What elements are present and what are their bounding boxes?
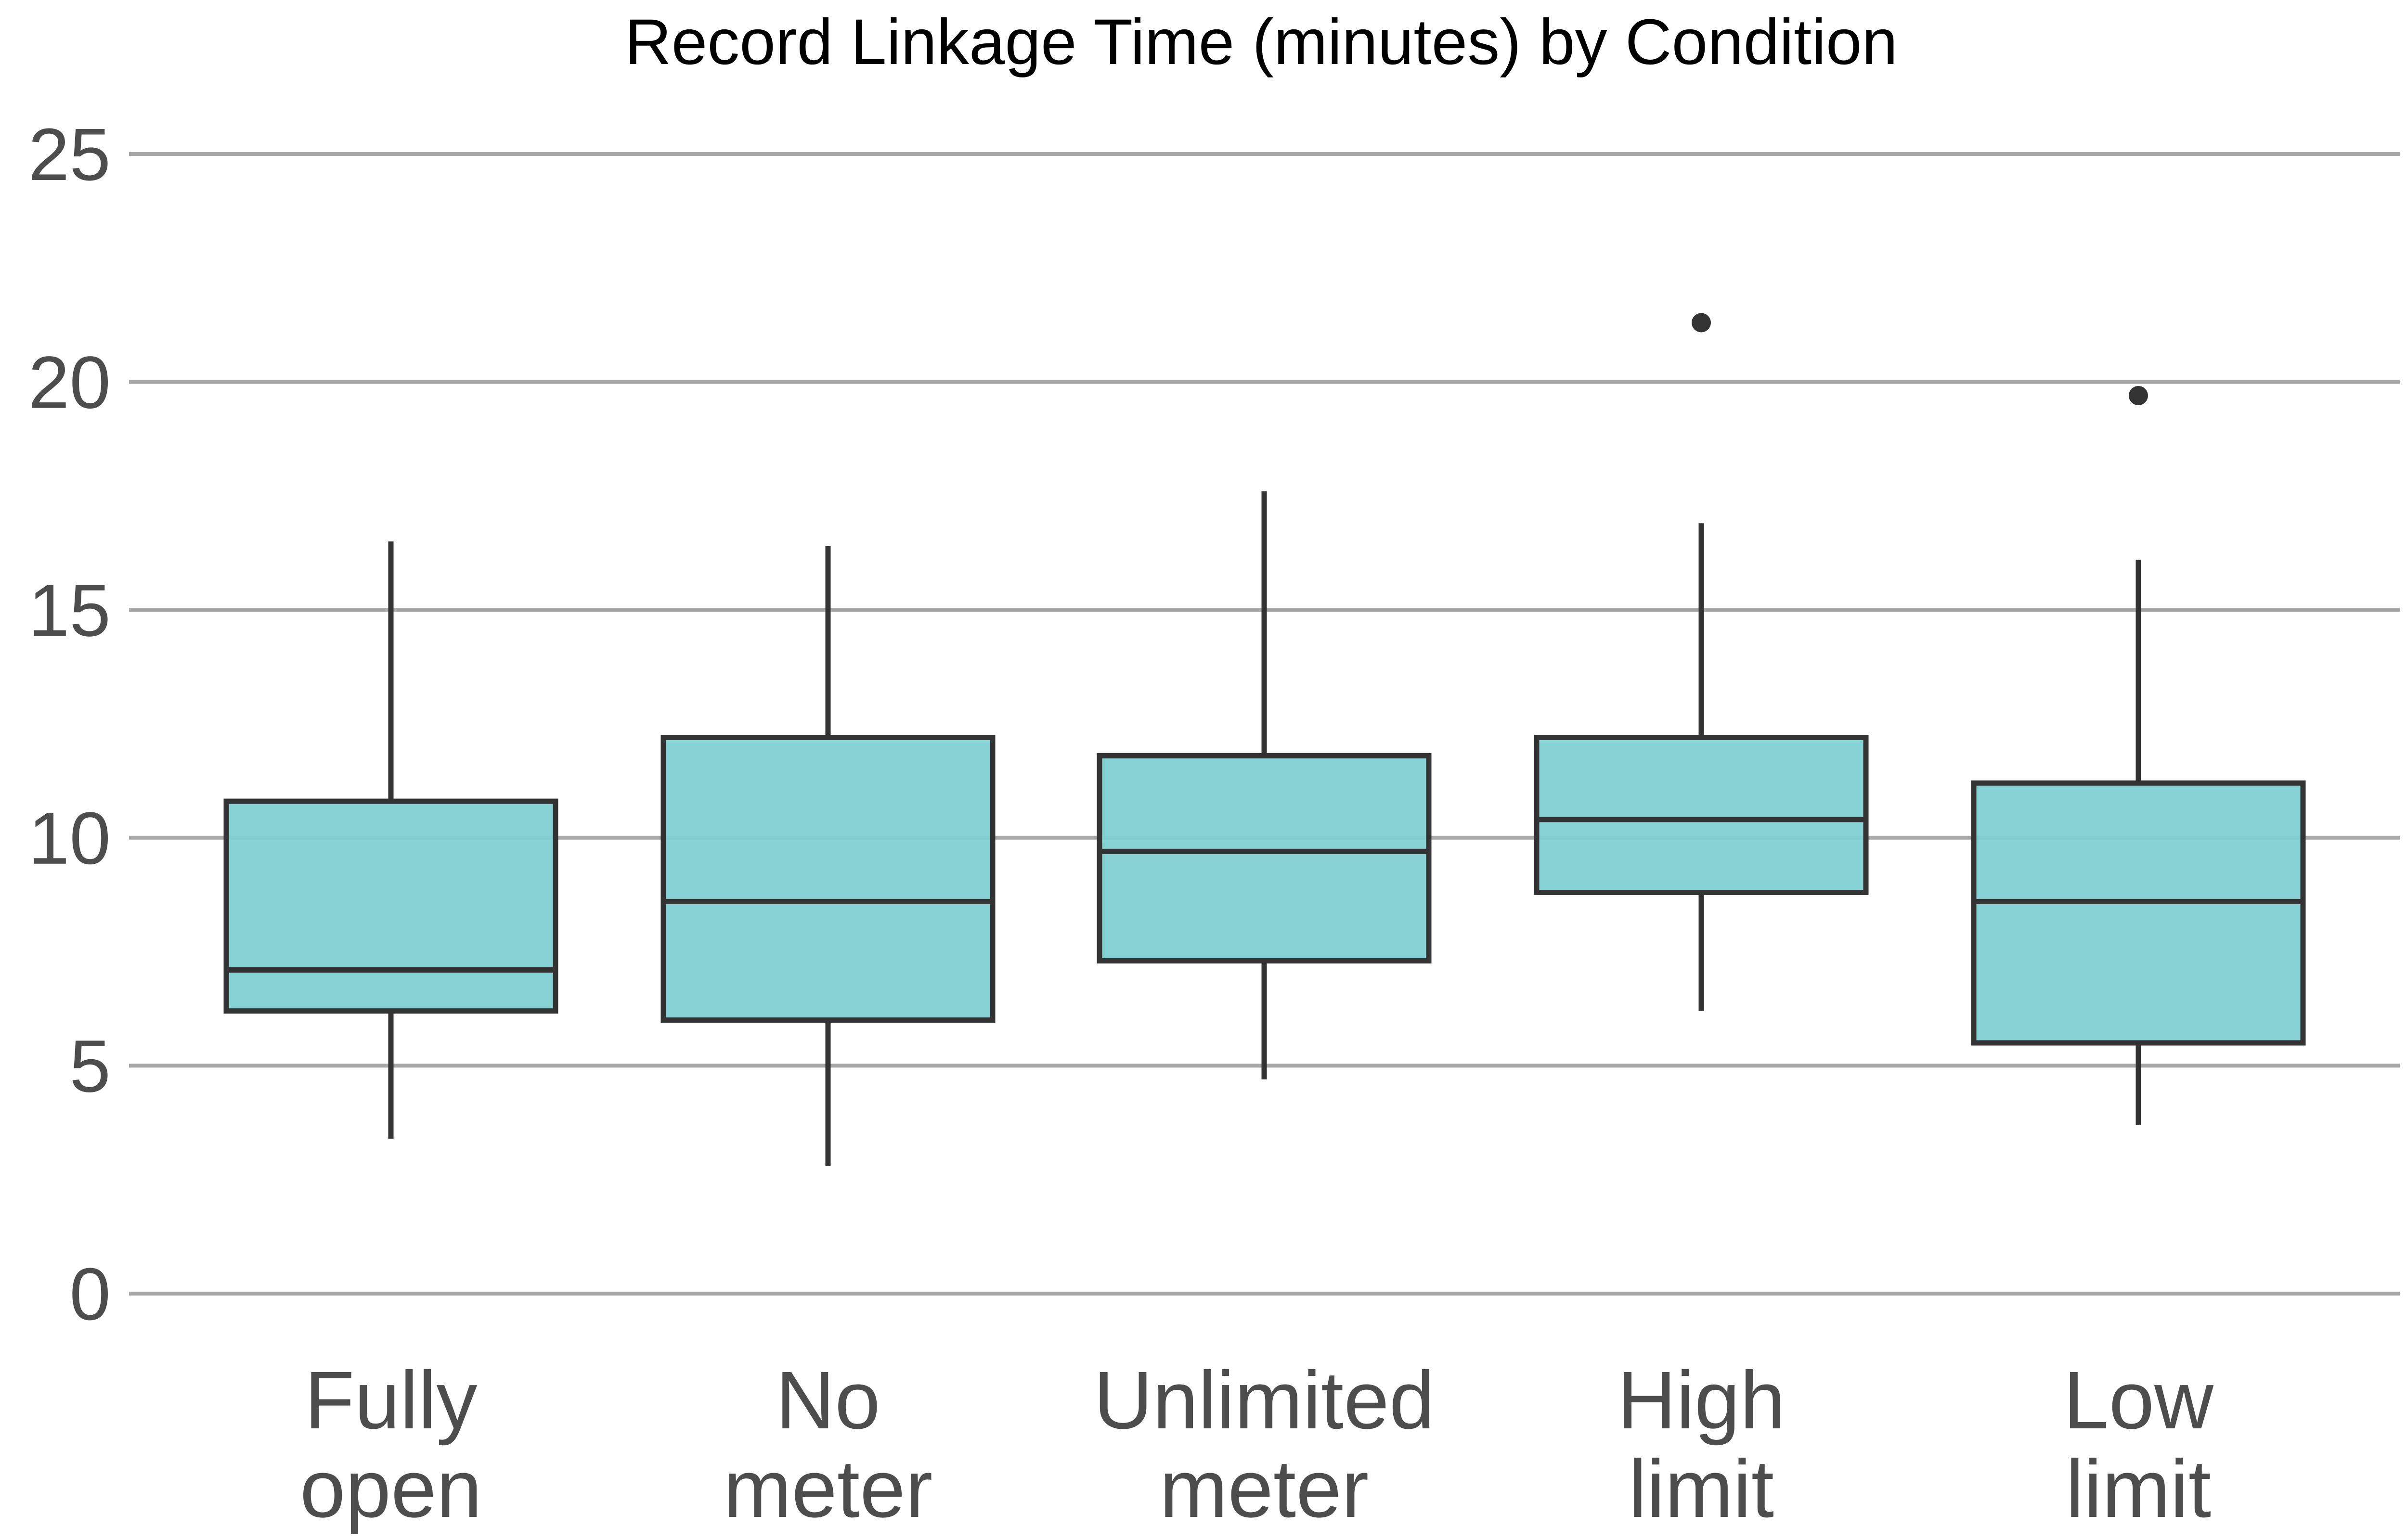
x-category-label: Unlimited meter: [1094, 1355, 1435, 1535]
chart-title: Record Linkage Time (minutes) by Conditi…: [625, 6, 1898, 78]
iqr-box: [1534, 734, 1869, 895]
x-category-label: Fully open: [300, 1355, 482, 1535]
x-category-label-line: Fully: [305, 1355, 478, 1446]
x-category-label-line: Unlimited: [1094, 1355, 1435, 1446]
y-tick-label: 10: [28, 797, 111, 880]
y-tick-label: 5: [69, 1025, 111, 1107]
outlier-point: [2129, 386, 2148, 406]
y-axis-tick-labels: 0 5 10 15 20 25: [28, 113, 111, 1335]
x-category-label-line: meter: [724, 1443, 933, 1535]
iqr-box: [1097, 753, 1432, 964]
outlier-point: [1692, 313, 1711, 333]
box-2: [1097, 491, 1432, 1079]
x-category-label: High limit: [1617, 1355, 1786, 1535]
x-category-label-line: Low: [2063, 1355, 2214, 1446]
x-category-label-line: High: [1617, 1355, 1786, 1446]
box-1: [660, 546, 996, 1166]
y-tick-label: 15: [28, 569, 111, 652]
iqr-box: [223, 798, 558, 1014]
iqr-box: [660, 734, 996, 1023]
y-tick-label: 0: [69, 1253, 111, 1335]
y-tick-label: 20: [28, 341, 111, 424]
iqr-box: [1971, 780, 2306, 1046]
x-category-label-line: open: [300, 1443, 482, 1535]
box-0: [223, 541, 558, 1139]
boxes: [223, 313, 2306, 1166]
x-category-label-line: limit: [1629, 1443, 1774, 1535]
box-4: [1971, 386, 2306, 1125]
x-category-label: No meter: [724, 1355, 933, 1535]
x-category-label: Low limit: [2063, 1355, 2214, 1535]
x-category-label-line: limit: [2066, 1443, 2211, 1535]
box-3: [1534, 313, 1869, 1011]
y-tick-label: 25: [28, 113, 111, 196]
x-category-label-line: No: [776, 1355, 880, 1446]
x-category-label-line: meter: [1160, 1443, 1369, 1535]
